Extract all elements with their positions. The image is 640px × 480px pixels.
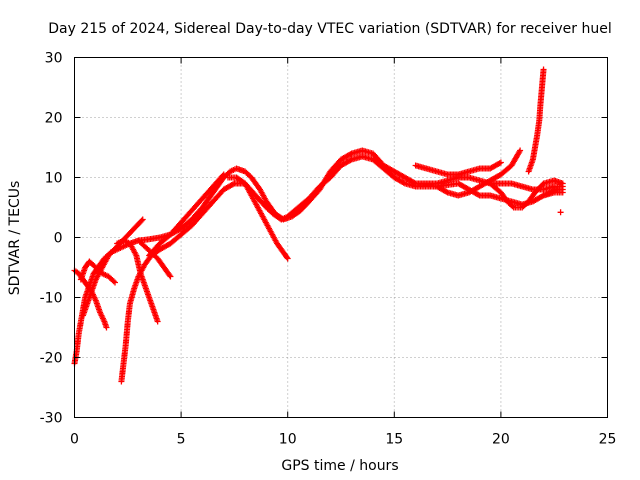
chart-title: Day 215 of 2024, Sidereal Day-to-day VTE…	[48, 21, 611, 37]
x-tick-label: 5	[177, 432, 186, 448]
data-point	[475, 191, 482, 198]
series-arc-late-c	[487, 177, 566, 211]
data-point	[110, 278, 117, 285]
data-point	[284, 255, 291, 262]
series-arc-end-23h	[540, 186, 566, 199]
data-point	[559, 186, 566, 193]
data-point	[154, 318, 161, 325]
data-point	[230, 181, 237, 188]
y-tick-label: 10	[45, 171, 63, 187]
x-axis-label: GPS time / hours	[281, 458, 398, 474]
y-tick-label: 30	[45, 51, 63, 67]
data-marks	[71, 66, 566, 385]
axis-ticks: 0 5 10 15 20 25 -30 -20 -10 0 10 20 30	[40, 51, 617, 448]
data-point	[559, 180, 566, 187]
y-tick-label: -30	[40, 411, 63, 427]
data-point	[517, 147, 524, 154]
series-arc-deep-2h	[118, 231, 185, 385]
data-point	[557, 209, 564, 216]
data-point	[220, 171, 227, 178]
y-tick-label: 20	[45, 111, 63, 127]
data-point	[347, 151, 354, 158]
data-point	[509, 203, 516, 210]
data-point	[138, 217, 145, 224]
y-tick-label: 0	[54, 231, 63, 247]
series-arc-spike-22h	[525, 66, 547, 175]
series-arc-main-lower	[178, 153, 566, 238]
data-point	[283, 254, 290, 261]
x-tick-label: 25	[599, 432, 617, 448]
y-axis-label: SDTVAR / TECUs	[7, 181, 23, 296]
series-arc-early-c	[80, 216, 146, 319]
data-point	[497, 159, 504, 166]
series-arc-late-a	[412, 159, 504, 178]
series-arc-late-b	[433, 147, 524, 199]
series-arc-rise-4h	[146, 171, 227, 259]
x-tick-label: 10	[279, 432, 297, 448]
x-tick-label: 15	[385, 432, 403, 448]
data-point	[400, 179, 407, 186]
y-tick-label: -10	[40, 291, 63, 307]
x-tick-label: 20	[492, 432, 510, 448]
data-point	[540, 66, 547, 73]
data-point	[443, 188, 450, 195]
data-point	[103, 324, 110, 331]
series-arc-dip-10h	[225, 174, 291, 262]
data-point	[178, 231, 185, 238]
data-point	[347, 157, 354, 164]
x-tick-label: 0	[70, 432, 79, 448]
data-point	[139, 216, 146, 223]
data-point	[167, 273, 174, 280]
data-point	[219, 172, 226, 179]
series-isolated	[557, 209, 564, 216]
series-arc-fall-3h	[114, 237, 161, 325]
y-tick-label: -20	[40, 351, 63, 367]
data-point	[166, 272, 173, 279]
data-point	[176, 232, 183, 239]
data-point	[496, 160, 503, 167]
data-point	[112, 279, 119, 286]
